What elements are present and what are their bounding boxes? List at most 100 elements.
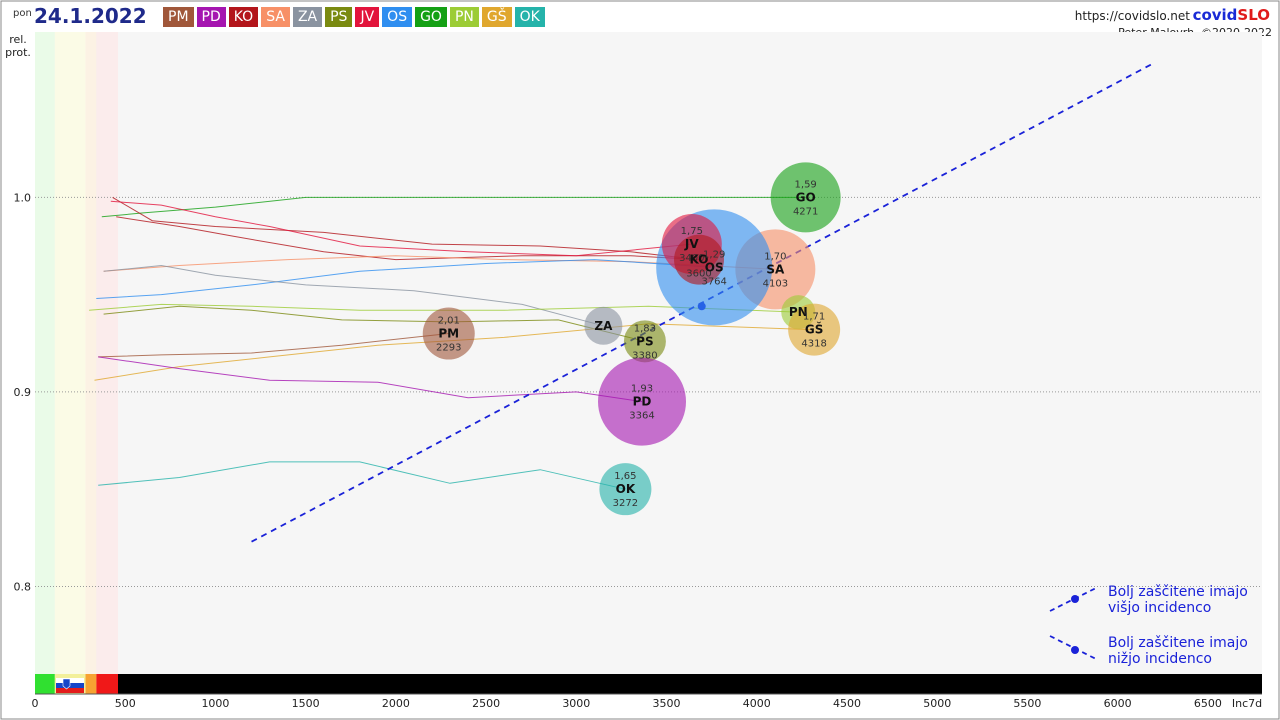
bg-band-0 bbox=[35, 32, 55, 674]
bubble-GO bbox=[770, 162, 841, 233]
bubble-PD bbox=[598, 357, 687, 446]
legend-chip-11[interactable]: OK bbox=[514, 7, 545, 27]
trail-KO-2 bbox=[116, 216, 700, 261]
bubble-label-OS: OS bbox=[705, 260, 724, 274]
x-tick-2: 1000 bbox=[201, 697, 229, 710]
x-tick-8: 4000 bbox=[743, 697, 771, 710]
annotation-line2-0: višjo incidenco bbox=[1108, 600, 1211, 616]
brand-logo: covidSLO bbox=[1193, 6, 1270, 24]
flag-crest-icon bbox=[62, 678, 71, 690]
legend-chip-8[interactable]: GO bbox=[415, 7, 447, 27]
annotation-dot-1 bbox=[1071, 646, 1079, 654]
x-axis-label: Inc7d bbox=[1232, 697, 1262, 710]
trail-OK-12 bbox=[98, 461, 626, 490]
bubble-ZA bbox=[584, 306, 623, 345]
legend-chip-3[interactable]: SA bbox=[261, 7, 290, 27]
legend-chip-1[interactable]: PD bbox=[196, 7, 226, 27]
bubble-label-SA: SA bbox=[766, 262, 785, 276]
x-tick-13: 6500 bbox=[1194, 697, 1222, 710]
x-tick-7: 3500 bbox=[653, 697, 681, 710]
trail-PM-10 bbox=[98, 333, 449, 358]
trail-PD-11 bbox=[98, 356, 643, 403]
bubble-value-PD: 3364 bbox=[629, 411, 654, 422]
bubble-value-GO: 4271 bbox=[793, 206, 818, 217]
brand-part-covid: covid bbox=[1192, 6, 1238, 24]
bubble-OK bbox=[599, 463, 652, 516]
bubble-value-SA: 4103 bbox=[763, 278, 788, 289]
x-tick-12: 6000 bbox=[1104, 697, 1132, 710]
x-tick-1: 500 bbox=[115, 697, 136, 710]
bg-band-3 bbox=[96, 32, 119, 674]
flag-red bbox=[56, 688, 84, 693]
bubble-rt-GO: 1,59 bbox=[795, 179, 817, 190]
bubble-KO bbox=[674, 234, 725, 285]
bubble-label-JV: JV bbox=[684, 237, 699, 251]
bubble-label-GO: GO bbox=[796, 190, 816, 204]
y-axis-label-line2: prot. bbox=[5, 46, 31, 59]
legend-chip-0[interactable]: PM bbox=[163, 7, 194, 27]
trails-layer bbox=[89, 196, 815, 490]
bubble-rt-JV: 1,75 bbox=[681, 226, 703, 237]
bubble-GŠ bbox=[788, 303, 841, 356]
legend-chip-7[interactable]: OS bbox=[382, 7, 413, 27]
bg-band-2 bbox=[85, 32, 97, 674]
bottom-band-2 bbox=[85, 674, 97, 694]
trail-GO-0 bbox=[101, 196, 806, 218]
bubble-value-KO: 3600 bbox=[686, 269, 711, 280]
bubble-label-OK: OK bbox=[616, 482, 636, 496]
bubble-label-ZA: ZA bbox=[594, 319, 613, 333]
bubble-label-PD: PD bbox=[633, 395, 652, 409]
y-tick-1: 0.9 bbox=[14, 386, 32, 399]
bubble-PS bbox=[623, 320, 666, 363]
y-tick-2: 1.0 bbox=[14, 191, 32, 204]
x-tick-0: 0 bbox=[32, 697, 39, 710]
bubble-value-OK: 3272 bbox=[613, 498, 638, 509]
bubble-value-JV: 3400 bbox=[679, 253, 704, 264]
weekday-label: pon bbox=[13, 8, 32, 19]
x-tick-4: 2000 bbox=[382, 697, 410, 710]
x-tick-6: 3000 bbox=[562, 697, 590, 710]
y-tick-0: 0.8 bbox=[14, 580, 32, 593]
annotation-line2-1: nižjo incidenco bbox=[1108, 651, 1212, 667]
trail-PS-8 bbox=[103, 305, 646, 342]
y-axis-label: rel. prot. bbox=[4, 33, 32, 59]
trail-PN-7 bbox=[89, 303, 799, 313]
trail-ZA-6 bbox=[103, 264, 604, 327]
legend-chip-5[interactable]: PS bbox=[325, 7, 353, 27]
legend-chip-9[interactable]: PN bbox=[449, 7, 479, 27]
bubble-value-PM: 2293 bbox=[436, 343, 461, 354]
bubble-PM bbox=[422, 307, 475, 360]
legend-chip-6[interactable]: JV bbox=[355, 7, 380, 27]
bottom-band-0 bbox=[35, 674, 55, 694]
legend-chip-4[interactable]: ZA bbox=[292, 7, 323, 27]
bg-band-1 bbox=[54, 32, 86, 674]
site-url[interactable]: https://covidslo.net bbox=[1074, 9, 1190, 23]
brand-part-slo: SLO bbox=[1237, 6, 1270, 24]
bubble-rt-PS: 1,83 bbox=[634, 323, 656, 334]
bubble-label-PM: PM bbox=[438, 327, 459, 341]
bubble-label-GŠ: GŠ bbox=[805, 322, 824, 337]
bubble-label-KO: KO bbox=[690, 253, 709, 267]
region-legend: PM PD KO SA ZA PS JV OS GO PN GŠ OK bbox=[163, 7, 545, 27]
bubble-rt-OK: 1,65 bbox=[614, 471, 636, 482]
bubble-rt-PD: 1,93 bbox=[631, 384, 653, 395]
bubble-rt-SA: 1,70 bbox=[764, 251, 786, 262]
trail-KO-1 bbox=[112, 196, 700, 261]
bubble-label-PN: PN bbox=[789, 305, 808, 319]
bubble-value-PS: 3380 bbox=[632, 350, 657, 361]
bubble-label-PS: PS bbox=[636, 334, 653, 348]
bubble-value-GŠ: 4318 bbox=[801, 339, 826, 350]
legend-chip-2[interactable]: KO bbox=[228, 7, 259, 27]
bottom-band-3 bbox=[96, 674, 119, 694]
bottom-band-4 bbox=[118, 674, 1263, 694]
legend-chip-10[interactable]: GŠ bbox=[481, 7, 512, 27]
annotation-line1-1: Bolj zaščitene imajo bbox=[1108, 635, 1248, 651]
x-tick-3: 1500 bbox=[292, 697, 320, 710]
date-title: 24.1.2022 bbox=[34, 4, 147, 28]
annotation-dot-0 bbox=[1071, 595, 1079, 603]
y-axis-label-line1: rel. bbox=[9, 33, 27, 46]
